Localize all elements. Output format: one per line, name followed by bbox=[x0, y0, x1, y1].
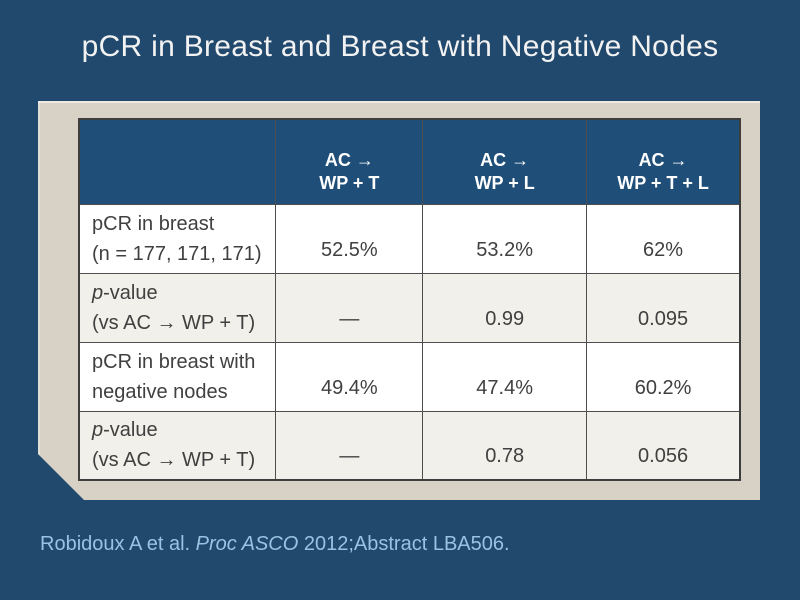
value-cell: 60.2% bbox=[587, 342, 740, 411]
row-label-line2: (n = 177, 171, 171) bbox=[92, 242, 262, 265]
table-row-pcr-breast: pCR in breast (n = 177, 171, 171) 52.5% … bbox=[79, 204, 740, 273]
citation-prefix: Robidoux A et al. bbox=[40, 533, 196, 555]
header-col-ac-wp-t: AC → WP + T bbox=[276, 119, 423, 204]
value-cell: — bbox=[276, 411, 423, 480]
row-label-cell: pCR in breast with negative nodes bbox=[79, 342, 276, 411]
table-panel: AC → WP + T AC → WP + L AC → WP + T + L bbox=[38, 101, 760, 500]
table-row-pvalue-breast: p-value (vs AC → WP + T) — 0.99 0.095 bbox=[79, 273, 740, 342]
row-label-cell: p-value (vs AC → WP + T) bbox=[79, 273, 276, 342]
value-cell: 0.99 bbox=[423, 273, 587, 342]
table-row-pvalue-negative-nodes: p-value (vs AC → WP + T) — 0.78 0.056 bbox=[79, 411, 740, 480]
value-cell: 0.095 bbox=[587, 273, 740, 342]
citation-italic: Proc ASCO bbox=[195, 533, 299, 555]
citation-suffix: 2012;Abstract LBA506. bbox=[298, 533, 510, 555]
results-table: AC → WP + T AC → WP + L AC → WP + T + L bbox=[78, 118, 741, 481]
value-cell: 53.2% bbox=[423, 204, 587, 273]
header-empty-cell bbox=[79, 119, 276, 204]
value-cell: 0.056 bbox=[587, 411, 740, 480]
value-cell: 52.5% bbox=[276, 204, 423, 273]
header-line1: AC → bbox=[638, 149, 688, 170]
value-cell: — bbox=[276, 273, 423, 342]
value-cell: 47.4% bbox=[423, 342, 587, 411]
slide-title: pCR in Breast and Breast with Negative N… bbox=[81, 30, 719, 63]
table-row-pcr-negative-nodes: pCR in breast with negative nodes 49.4% … bbox=[79, 342, 740, 411]
row-label-line1: pCR in breast bbox=[92, 212, 215, 235]
row-label-italic: p bbox=[92, 419, 104, 442]
row-label-italic: p bbox=[92, 281, 104, 304]
citation: Robidoux A et al. Proc ASCO 2012;Abstrac… bbox=[40, 533, 510, 556]
row-label-line1: -value bbox=[103, 419, 158, 442]
row-label-line1: -value bbox=[103, 281, 158, 304]
header-line1: AC → bbox=[480, 149, 530, 170]
row-label-line2: negative nodes bbox=[92, 380, 228, 403]
row-label-line2: (vs AC → WP + T) bbox=[92, 311, 256, 334]
value-cell: 0.78 bbox=[423, 411, 587, 480]
header-row: AC → WP + T AC → WP + L AC → WP + T + L bbox=[79, 119, 740, 204]
header-line2: WP + T + L bbox=[617, 172, 709, 193]
row-label-cell: p-value (vs AC → WP + T) bbox=[79, 411, 276, 480]
header-line2: WP + L bbox=[474, 172, 535, 193]
header-line1: AC → bbox=[324, 149, 374, 170]
row-label-line2: (vs AC → WP + T) bbox=[92, 449, 256, 472]
value-cell: 49.4% bbox=[276, 342, 423, 411]
header-col-ac-wp-l: AC → WP + L bbox=[423, 119, 587, 204]
header-col-ac-wp-t-l: AC → WP + T + L bbox=[587, 119, 740, 204]
row-label-cell: pCR in breast (n = 177, 171, 171) bbox=[79, 204, 276, 273]
row-label-line1: pCR in breast with bbox=[92, 350, 256, 373]
value-cell: 62% bbox=[587, 204, 740, 273]
header-line2: WP + T bbox=[319, 172, 380, 193]
